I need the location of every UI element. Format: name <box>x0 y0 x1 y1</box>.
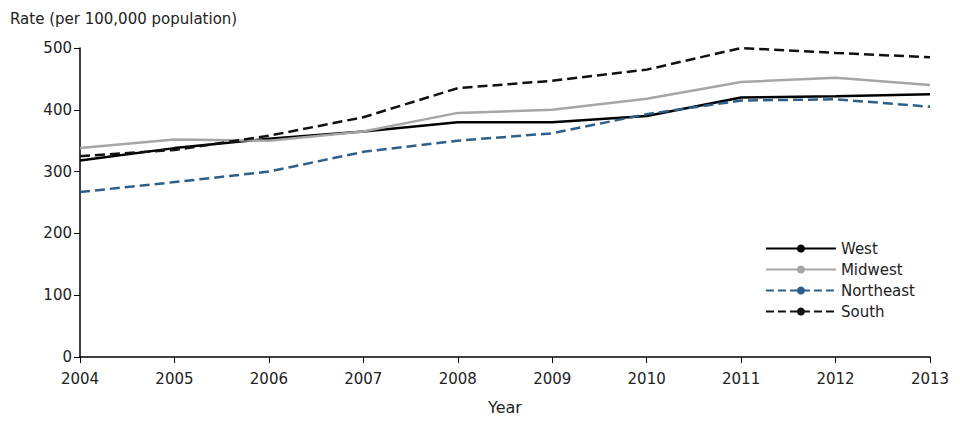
svg-text:2006: 2006 <box>250 370 288 388</box>
svg-text:2007: 2007 <box>344 370 382 388</box>
svg-text:2008: 2008 <box>439 370 477 388</box>
svg-text:100: 100 <box>43 286 72 304</box>
svg-text:2009: 2009 <box>533 370 571 388</box>
svg-text:Year: Year <box>487 398 522 417</box>
svg-text:Rate (per 100,000 population): Rate (per 100,000 population) <box>10 10 237 28</box>
svg-text:500: 500 <box>43 39 72 57</box>
svg-text:2011: 2011 <box>722 370 760 388</box>
svg-text:West: West <box>841 240 878 258</box>
svg-text:2004: 2004 <box>61 370 99 388</box>
svg-text:2013: 2013 <box>911 370 949 388</box>
svg-text:South: South <box>841 303 885 321</box>
svg-text:2005: 2005 <box>155 370 193 388</box>
svg-text:300: 300 <box>43 163 72 181</box>
svg-text:2012: 2012 <box>816 370 854 388</box>
svg-text:200: 200 <box>43 224 72 242</box>
svg-text:0: 0 <box>62 348 72 366</box>
svg-text:2010: 2010 <box>628 370 666 388</box>
svg-text:Northeast: Northeast <box>841 282 915 300</box>
svg-text:400: 400 <box>43 101 72 119</box>
svg-text:Midwest: Midwest <box>841 261 903 279</box>
